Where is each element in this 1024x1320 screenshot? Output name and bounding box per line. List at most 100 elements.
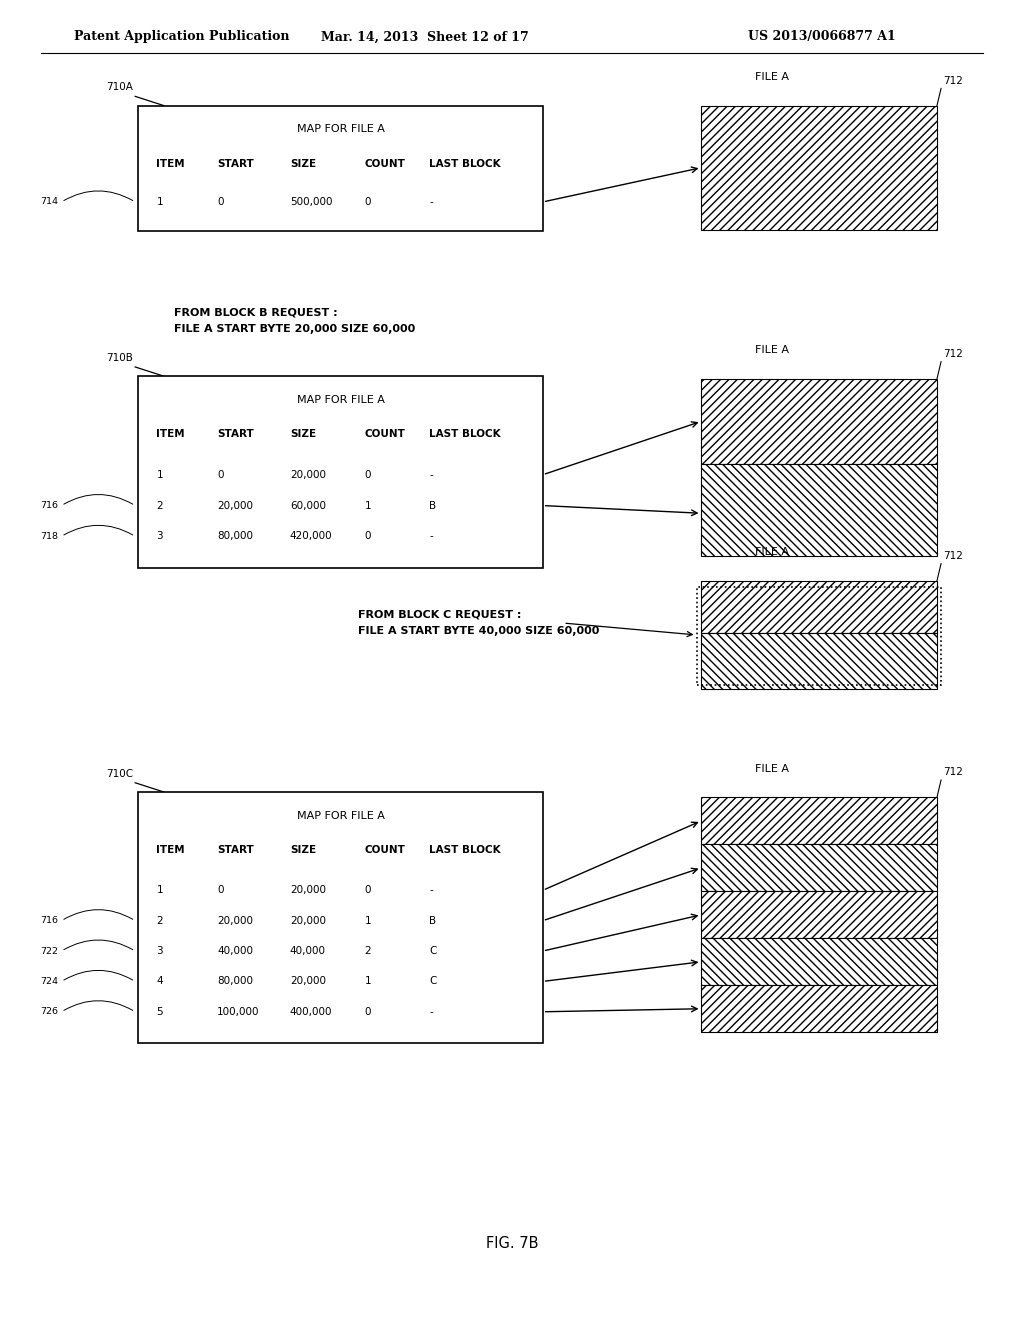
- Text: 0: 0: [365, 470, 372, 479]
- Text: FILE A: FILE A: [755, 763, 790, 774]
- Text: 716: 716: [40, 916, 58, 925]
- Text: -: -: [429, 532, 433, 541]
- Text: 712: 712: [943, 767, 963, 777]
- Text: LAST BLOCK: LAST BLOCK: [429, 845, 501, 855]
- Text: 722: 722: [40, 946, 58, 956]
- Text: 60,000: 60,000: [290, 500, 326, 511]
- Bar: [697, 587, 941, 685]
- Text: 712: 712: [943, 75, 963, 86]
- Text: START: START: [217, 158, 254, 169]
- Text: 100,000: 100,000: [217, 1007, 260, 1016]
- Text: 718: 718: [40, 532, 58, 541]
- Text: 2: 2: [157, 916, 163, 925]
- Bar: [701, 106, 937, 230]
- Text: COUNT: COUNT: [365, 845, 406, 855]
- Bar: [138, 792, 543, 1043]
- Bar: [701, 985, 937, 1032]
- Text: -: -: [429, 197, 433, 207]
- Text: 40,000: 40,000: [217, 946, 253, 956]
- Text: 0: 0: [217, 197, 223, 207]
- Text: COUNT: COUNT: [365, 429, 406, 440]
- Text: FILE A: FILE A: [755, 71, 790, 82]
- Text: 5: 5: [157, 1007, 163, 1016]
- Text: START: START: [217, 429, 254, 440]
- Text: 20,000: 20,000: [217, 500, 253, 511]
- Text: 712: 712: [943, 348, 963, 359]
- Text: 724: 724: [40, 977, 58, 986]
- Text: LAST BLOCK: LAST BLOCK: [429, 158, 501, 169]
- Text: 0: 0: [365, 1007, 372, 1016]
- Text: C: C: [429, 977, 437, 986]
- Text: 710C: 710C: [106, 768, 133, 779]
- Text: 0: 0: [365, 886, 372, 895]
- Text: 3: 3: [157, 946, 163, 956]
- Text: 1: 1: [157, 470, 163, 479]
- Text: SIZE: SIZE: [290, 845, 316, 855]
- Bar: [701, 632, 937, 689]
- Text: 20,000: 20,000: [290, 916, 326, 925]
- Text: Patent Application Publication: Patent Application Publication: [74, 30, 289, 44]
- Text: C: C: [429, 946, 437, 956]
- Text: 20,000: 20,000: [290, 977, 326, 986]
- Text: 3: 3: [157, 532, 163, 541]
- Text: -: -: [429, 1007, 433, 1016]
- Bar: [701, 845, 937, 891]
- Bar: [138, 376, 543, 568]
- Text: B: B: [429, 916, 436, 925]
- Text: 20,000: 20,000: [290, 886, 326, 895]
- Text: FILE A: FILE A: [755, 345, 790, 355]
- Text: 40,000: 40,000: [290, 946, 326, 956]
- Text: MAP FOR FILE A: MAP FOR FILE A: [297, 810, 384, 821]
- Text: 1: 1: [365, 500, 372, 511]
- Text: FROM BLOCK B REQUEST :
FILE A START BYTE 20,000 SIZE 60,000: FROM BLOCK B REQUEST : FILE A START BYTE…: [174, 308, 416, 334]
- Text: -: -: [429, 886, 433, 895]
- Bar: [701, 797, 937, 845]
- Text: 1: 1: [157, 197, 163, 207]
- Text: 500,000: 500,000: [290, 197, 333, 207]
- Text: 1: 1: [365, 916, 372, 925]
- Text: 712: 712: [943, 550, 963, 561]
- Text: -: -: [429, 470, 433, 479]
- Text: Mar. 14, 2013  Sheet 12 of 17: Mar. 14, 2013 Sheet 12 of 17: [322, 30, 528, 44]
- Text: ITEM: ITEM: [157, 429, 185, 440]
- Text: 716: 716: [40, 502, 58, 510]
- Text: FROM BLOCK C REQUEST :
FILE A START BYTE 40,000 SIZE 60,000: FROM BLOCK C REQUEST : FILE A START BYTE…: [358, 610, 600, 636]
- Text: 0: 0: [365, 197, 372, 207]
- Text: 0: 0: [217, 470, 223, 479]
- Text: 4: 4: [157, 977, 163, 986]
- Text: 726: 726: [40, 1007, 58, 1016]
- Text: 714: 714: [40, 198, 58, 206]
- Text: 2: 2: [365, 946, 372, 956]
- Text: 20,000: 20,000: [217, 916, 253, 925]
- Text: ITEM: ITEM: [157, 158, 185, 169]
- Bar: [701, 463, 937, 556]
- Text: 20,000: 20,000: [290, 470, 326, 479]
- Text: 710A: 710A: [106, 82, 133, 92]
- Bar: [701, 379, 937, 463]
- Bar: [701, 891, 937, 939]
- Text: FILE A: FILE A: [755, 546, 790, 557]
- Bar: [138, 106, 543, 231]
- Text: SIZE: SIZE: [290, 429, 316, 440]
- Bar: [701, 939, 937, 985]
- Text: US 2013/0066877 A1: US 2013/0066877 A1: [749, 30, 896, 44]
- Text: 1: 1: [365, 977, 372, 986]
- Text: COUNT: COUNT: [365, 158, 406, 169]
- Text: MAP FOR FILE A: MAP FOR FILE A: [297, 124, 384, 135]
- Text: ITEM: ITEM: [157, 845, 185, 855]
- Text: 0: 0: [365, 532, 372, 541]
- Text: 80,000: 80,000: [217, 977, 253, 986]
- Text: START: START: [217, 845, 254, 855]
- Text: FIG. 7B: FIG. 7B: [485, 1236, 539, 1251]
- Text: 420,000: 420,000: [290, 532, 333, 541]
- Text: MAP FOR FILE A: MAP FOR FILE A: [297, 395, 384, 405]
- Text: LAST BLOCK: LAST BLOCK: [429, 429, 501, 440]
- Text: 2: 2: [157, 500, 163, 511]
- Text: 400,000: 400,000: [290, 1007, 333, 1016]
- Text: 80,000: 80,000: [217, 532, 253, 541]
- Text: 710B: 710B: [106, 352, 133, 363]
- Text: 1: 1: [157, 886, 163, 895]
- Text: 0: 0: [217, 886, 223, 895]
- Bar: [701, 581, 937, 632]
- Text: B: B: [429, 500, 436, 511]
